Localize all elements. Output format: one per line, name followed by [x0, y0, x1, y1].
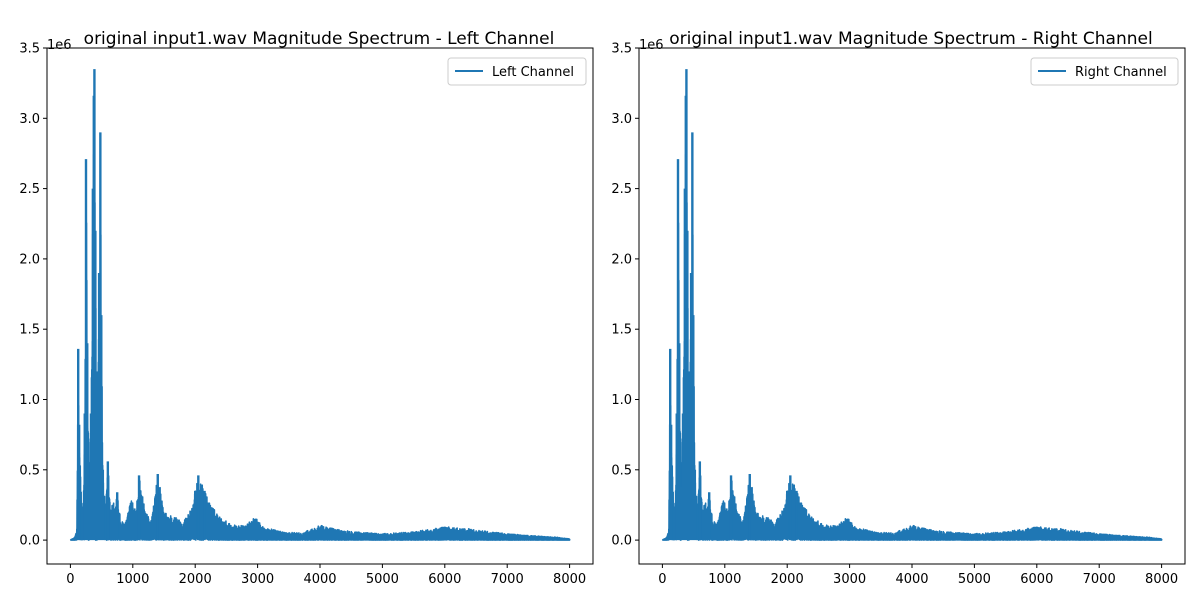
right-y-tick-label: 2.0 [611, 252, 632, 267]
right-x-tick-label: 4000 [895, 572, 928, 587]
left-y-tick-label: 3.5 [19, 42, 40, 57]
right-y-offset-label: 1e6 [639, 38, 664, 53]
right-y-tick-label: 1.0 [611, 393, 632, 408]
left-y-tick-label: 3.0 [19, 112, 40, 127]
right-x-tick-label: 6000 [1020, 572, 1053, 587]
left-spectrum-line [69, 153, 571, 541]
left-x-tick-label: 2000 [179, 572, 212, 587]
right-y-tick-label: 3.5 [611, 42, 632, 57]
right-x-tick-label: 1000 [708, 572, 741, 587]
left-x-tick-label: 5000 [366, 572, 399, 587]
left-y-tick-label: 2.5 [19, 182, 40, 197]
right-x-tick-label: 3000 [833, 572, 866, 587]
right-legend-label: Right Channel [1075, 65, 1167, 80]
left-y-offset-label: 1e6 [47, 38, 72, 53]
left-axes-frame [46, 47, 594, 565]
right-x-tick-label: 7000 [1083, 572, 1116, 587]
left-y-tick-label: 0.0 [19, 534, 40, 549]
right-y-axis: 0.0 0.5 1.0 1.5 2.0 2.5 3.0 3.5 [611, 42, 639, 549]
left-x-tick-label: 4000 [303, 572, 336, 587]
right-panel: original input1.wav Magnitude Spectrum -… [611, 29, 1186, 587]
left-x-tick-label: 1000 [116, 572, 149, 587]
left-y-tick-label: 0.5 [19, 463, 40, 478]
right-plot-area [661, 69, 1163, 541]
right-chart-title: original input1.wav Magnitude Spectrum -… [669, 29, 1152, 49]
right-x-tick-label: 8000 [1145, 572, 1178, 587]
left-x-tick-label: 0 [66, 572, 74, 587]
right-y-tick-label: 0.0 [611, 534, 632, 549]
right-x-axis: 0 1000 2000 3000 4000 5000 6000 7000 8000 [658, 564, 1178, 587]
right-x-tick-label: 2000 [771, 572, 804, 587]
right-legend: Right Channel [1030, 57, 1179, 86]
left-y-tick-label: 1.5 [19, 323, 40, 338]
right-y-tick-label: 1.5 [611, 323, 632, 338]
left-x-axis: 0 1000 2000 3000 4000 5000 6000 7000 8000 [66, 564, 586, 587]
left-legend: Left Channel [447, 57, 587, 86]
left-legend-box [447, 57, 587, 86]
right-y-tick-label: 2.5 [611, 182, 632, 197]
right-legend-box [1030, 57, 1179, 86]
left-x-tick-label: 7000 [491, 572, 524, 587]
right-y-tick-label: 0.5 [611, 463, 632, 478]
left-panel: original input1.wav Magnitude Spectrum -… [19, 29, 594, 587]
left-y-tick-label: 1.0 [19, 393, 40, 408]
right-axes-frame [638, 47, 1186, 565]
left-y-tick-label: 2.0 [19, 252, 40, 267]
right-y-tick-label: 3.0 [611, 112, 632, 127]
left-x-tick-label: 6000 [428, 572, 461, 587]
left-chart-title: original input1.wav Magnitude Spectrum -… [84, 29, 555, 49]
left-spectrum-peaks [77, 69, 206, 541]
right-x-tick-label: 5000 [958, 572, 991, 587]
left-plot-area [69, 69, 571, 541]
right-spectrum-line [661, 153, 1163, 541]
right-spectrum-peaks [669, 69, 798, 541]
left-x-tick-label: 3000 [241, 572, 274, 587]
right-x-tick-label: 0 [658, 572, 666, 587]
left-y-axis: 0.0 0.5 1.0 1.5 2.0 2.5 3.0 3.5 [19, 42, 47, 549]
left-x-tick-label: 8000 [553, 572, 586, 587]
left-legend-label: Left Channel [492, 65, 574, 80]
